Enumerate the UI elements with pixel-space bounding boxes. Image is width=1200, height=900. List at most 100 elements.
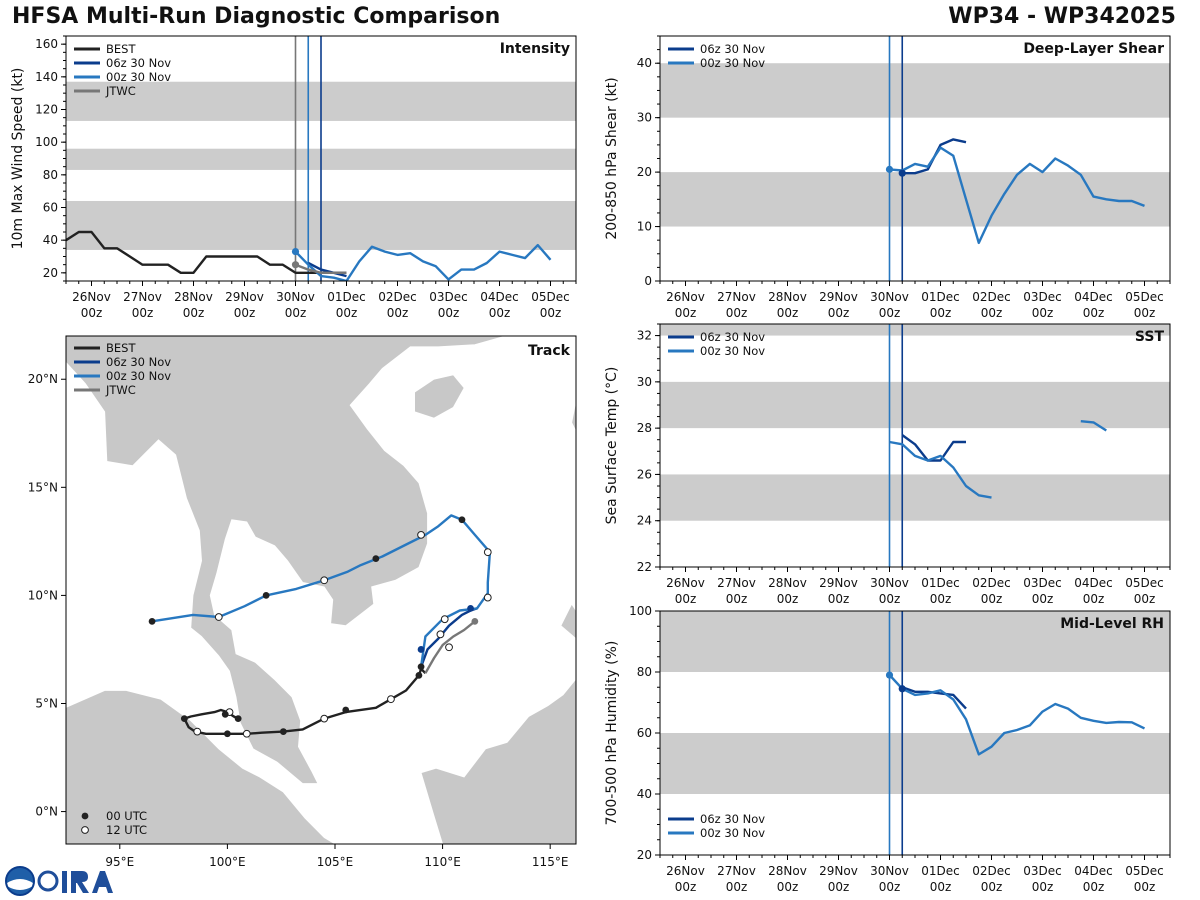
series-line-run00 <box>888 674 1146 756</box>
lat-tick-label: 5°N <box>35 696 58 710</box>
plot-area <box>660 36 1170 281</box>
land-mass <box>414 374 465 419</box>
y-tick-label: 140 <box>35 70 58 84</box>
y-tick-label: 80 <box>43 168 58 182</box>
threshold-band <box>660 733 1170 794</box>
track-point-12utc <box>436 630 445 639</box>
track-point-00utc <box>279 728 287 735</box>
legend-label: 06z 30 Nov <box>700 42 765 56</box>
track-map: 95°E 100°E 105°E 110°E 115°E 0°N 5°N 10°N 15°N 20… <box>28 335 577 869</box>
series-start-point <box>898 169 906 177</box>
y-axis-label: 700-500 hPa Humidity (%) <box>604 641 620 826</box>
threshold-band <box>660 611 1170 672</box>
x-tick-label: 03Dec <box>429 290 468 304</box>
x-tick-label: 30Nov <box>276 290 315 304</box>
cira-wordmark <box>37 870 113 893</box>
series-start-point <box>898 685 906 693</box>
rh-chart: 20 40 60 80 100 26Nov 00z 27Nov 00z 28Nov 00z 29Nov… <box>604 604 1171 894</box>
x-tick-label: 04Dec <box>480 290 519 304</box>
y-tick-label: 40 <box>637 56 652 70</box>
x-tick-label: 28Nov <box>174 290 213 304</box>
legend-label: 00z 30 Nov <box>106 369 171 383</box>
series-start-point <box>291 261 300 269</box>
panel-title: Deep-Layer Shear <box>1023 41 1164 57</box>
x-tick-label: 26Nov <box>666 576 705 590</box>
y-tick-label: 0 <box>644 274 652 288</box>
y-tick-label: 40 <box>637 787 652 801</box>
lat-tick-label: 10°N <box>28 588 58 602</box>
track-point-00utc <box>234 715 242 723</box>
x-tick-label: 00z <box>489 306 511 320</box>
track-point-00utc <box>148 617 156 625</box>
legend-label: JTWC <box>105 84 136 98</box>
x-tick-label: 00z <box>675 306 697 320</box>
plot-area <box>66 36 576 281</box>
x-tick-label: 00z <box>285 306 307 320</box>
x-tick-label: 00z <box>336 306 358 320</box>
track-point-00utc <box>180 715 188 723</box>
x-tick-label: 00z <box>828 306 850 320</box>
lat-tick-label: 15°N <box>28 480 58 494</box>
shear-chart: 0 10 20 30 40 26Nov 00z 27Nov 00z 28Nov 00z 29Nov 00… <box>604 35 1171 320</box>
legend-label: 00z 30 Nov <box>700 56 765 70</box>
land-mass <box>560 603 576 640</box>
series-line-jtwc <box>295 263 347 274</box>
noaa-seal-icon <box>5 866 35 896</box>
track-point-12utc <box>445 643 453 652</box>
y-axis-label: 10m Max Wind Speed (kt) <box>10 68 26 250</box>
x-tick-label: 27Nov <box>717 864 756 878</box>
land-mass <box>66 690 336 844</box>
x-tick-label: 02Dec <box>378 290 417 304</box>
track-point-00utc <box>417 646 425 653</box>
x-tick-label: 28Nov <box>768 576 807 590</box>
x-tick-label: 00z <box>1032 306 1054 320</box>
series-line-run06 <box>307 261 347 278</box>
y-tick-label: 30 <box>637 111 652 125</box>
track-point-00utc <box>467 604 474 612</box>
x-tick-label: 00z <box>81 306 103 320</box>
series-start-point <box>885 165 894 173</box>
threshold-band <box>660 474 1170 521</box>
x-tick-label: 29Nov <box>819 576 858 590</box>
lon-tick-label: 105°E <box>317 855 354 869</box>
x-tick-label: 27Nov <box>717 290 756 304</box>
threshold-band <box>660 172 1170 227</box>
legend-label: 06z 30 Nov <box>700 812 765 826</box>
x-tick-label: 00z <box>930 306 952 320</box>
track-point-12utc <box>417 530 425 539</box>
x-tick-label: 01Dec <box>921 576 960 590</box>
track-point-12utc <box>320 714 329 723</box>
x-tick-label: 00z <box>183 306 205 320</box>
track-point-00utc <box>372 555 380 563</box>
x-tick-label: 00z <box>387 306 409 320</box>
series-line-run00 <box>889 146 1145 245</box>
track-point-12utc <box>242 729 251 738</box>
series-start-point <box>291 248 300 256</box>
track-point-00utc <box>223 730 231 738</box>
y-tick-label: 30 <box>637 375 652 389</box>
track-point-00utc <box>221 710 229 718</box>
lon-tick-label: 115°E <box>532 855 569 869</box>
x-tick-label: 00z <box>1134 880 1156 894</box>
legend-label: BEST <box>106 42 136 56</box>
legend-label: 00z 30 Nov <box>700 826 765 840</box>
x-tick-label: 00z <box>438 306 460 320</box>
legend-label: 00z 30 Nov <box>106 70 171 84</box>
track-point-12utc <box>440 615 449 624</box>
land-mass <box>571 400 576 432</box>
y-tick-label: 40 <box>43 233 58 247</box>
intensity-chart: 20 40 60 80 100 120 140 160 26Nov 00z 27Nov 00z 28No… <box>10 35 577 320</box>
panel-title: Track <box>528 343 571 359</box>
track-point-12utc <box>483 593 492 602</box>
map-frame <box>65 335 577 845</box>
panel-title: Intensity <box>500 41 570 57</box>
x-tick-label: 00z <box>1083 306 1105 320</box>
track-point-00utc <box>262 592 270 599</box>
x-tick-label: 00z <box>1083 880 1105 894</box>
x-tick-label: 00z <box>777 880 799 894</box>
x-tick-label: 26Nov <box>666 864 705 878</box>
x-tick-label: 05Dec <box>1125 864 1164 878</box>
y-tick-label: 80 <box>637 665 652 679</box>
sst-chart: 22 24 26 28 30 32 26Nov 00z 27Nov 00z 28Nov 00z 29No… <box>604 323 1171 606</box>
legend-marker-12utc <box>81 826 89 834</box>
